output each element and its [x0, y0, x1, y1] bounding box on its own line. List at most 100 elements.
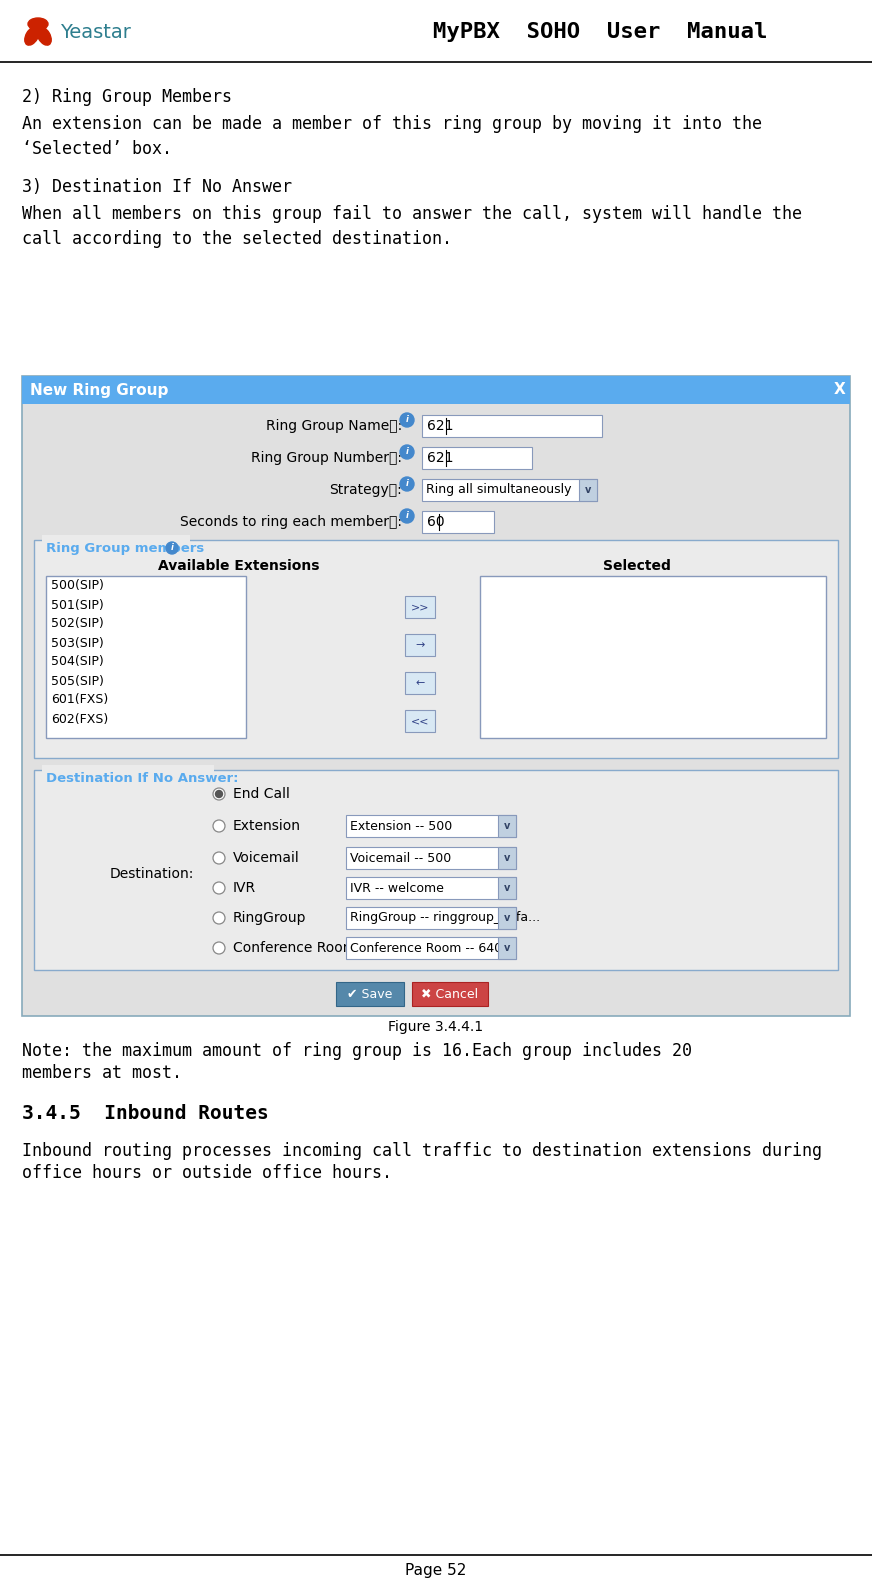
Text: v: v: [504, 853, 510, 863]
Text: v: v: [504, 943, 510, 953]
Text: i: i: [405, 512, 408, 520]
Text: Ring Group Nameⓘ:: Ring Group Nameⓘ:: [266, 419, 402, 433]
Text: Conference Room: Conference Room: [233, 942, 357, 954]
Text: 501(SIP): 501(SIP): [51, 599, 104, 611]
Bar: [405, 634, 435, 656]
Text: 2) Ring Group Members: 2) Ring Group Members: [22, 88, 232, 106]
Text: 503(SIP): 503(SIP): [51, 637, 104, 649]
Circle shape: [213, 882, 225, 894]
Text: <<: <<: [411, 716, 429, 725]
Bar: [34, 540, 838, 758]
Text: call according to the selected destination.: call according to the selected destinati…: [22, 231, 452, 248]
Text: >>: >>: [411, 602, 429, 611]
Bar: [346, 937, 516, 959]
Text: When all members on this group fail to answer the call, system will handle the: When all members on this group fail to a…: [22, 205, 802, 223]
Text: 505(SIP): 505(SIP): [51, 675, 104, 687]
Bar: [42, 765, 214, 779]
Circle shape: [400, 446, 414, 460]
Text: v: v: [504, 822, 510, 831]
Text: 621: 621: [427, 450, 453, 465]
Text: 60: 60: [427, 515, 445, 529]
Text: 621: 621: [427, 419, 453, 433]
Bar: [498, 937, 516, 959]
Text: Figure 3.4.4.1: Figure 3.4.4.1: [388, 1021, 484, 1033]
Text: members at most.: members at most.: [22, 1063, 182, 1082]
Text: RingGroup: RingGroup: [233, 912, 306, 924]
Text: 3) Destination If No Answer: 3) Destination If No Answer: [22, 179, 292, 196]
Text: 502(SIP): 502(SIP): [51, 618, 104, 630]
Text: Voicemail: Voicemail: [233, 852, 300, 864]
Bar: [422, 510, 494, 532]
Bar: [405, 672, 435, 694]
Text: IVR -- welcome: IVR -- welcome: [350, 882, 444, 894]
Text: Seconds to ring each memberⓘ:: Seconds to ring each memberⓘ:: [180, 515, 402, 529]
Text: 500(SIP): 500(SIP): [51, 580, 104, 592]
Bar: [498, 907, 516, 929]
Ellipse shape: [37, 27, 51, 46]
Circle shape: [213, 788, 225, 799]
Bar: [579, 479, 597, 501]
Bar: [498, 815, 516, 837]
Text: Extension: Extension: [233, 818, 301, 833]
Bar: [42, 536, 190, 548]
Bar: [412, 983, 488, 1006]
Text: MyPBX  SOHO  User  Manual: MyPBX SOHO User Manual: [433, 22, 767, 43]
Text: Destination:: Destination:: [110, 867, 194, 882]
Bar: [422, 416, 602, 438]
Text: ←: ←: [415, 678, 425, 687]
Bar: [422, 479, 597, 501]
Bar: [22, 376, 850, 404]
Text: An extension can be made a member of this ring group by moving it into the: An extension can be made a member of thi…: [22, 115, 762, 133]
Bar: [336, 983, 404, 1006]
Text: 601(FXS): 601(FXS): [51, 694, 108, 706]
Text: Extension -- 500: Extension -- 500: [350, 820, 453, 833]
Ellipse shape: [28, 17, 48, 30]
Text: 602(FXS): 602(FXS): [51, 713, 108, 725]
Bar: [346, 815, 516, 837]
Text: v: v: [504, 913, 510, 923]
Text: Available Extensions: Available Extensions: [159, 559, 320, 574]
Circle shape: [213, 820, 225, 833]
Bar: [405, 709, 435, 732]
Text: ✖ Cancel: ✖ Cancel: [421, 988, 479, 1000]
Text: v: v: [504, 883, 510, 893]
Bar: [22, 376, 850, 1016]
Text: i: i: [405, 416, 408, 425]
Text: i: i: [171, 544, 174, 553]
Circle shape: [166, 542, 178, 555]
Circle shape: [213, 912, 225, 924]
Text: Strategyⓘ:: Strategyⓘ:: [330, 483, 402, 498]
Text: 3.4.5  Inbound Routes: 3.4.5 Inbound Routes: [22, 1104, 269, 1123]
Text: X: X: [835, 382, 846, 398]
Bar: [422, 447, 532, 469]
Bar: [46, 577, 246, 738]
Bar: [34, 769, 838, 970]
Text: IVR: IVR: [233, 882, 256, 894]
Text: v: v: [585, 485, 591, 495]
Ellipse shape: [24, 27, 39, 46]
Circle shape: [400, 412, 414, 427]
Text: Inbound routing processes incoming call traffic to destination extensions during: Inbound routing processes incoming call …: [22, 1142, 822, 1160]
Text: Ring all simultaneously: Ring all simultaneously: [426, 483, 571, 496]
Circle shape: [400, 509, 414, 523]
Circle shape: [213, 852, 225, 864]
Text: i: i: [405, 479, 408, 488]
Text: Voicemail -- 500: Voicemail -- 500: [350, 852, 451, 864]
Text: office hours or outside office hours.: office hours or outside office hours.: [22, 1164, 392, 1182]
Circle shape: [213, 942, 225, 954]
Bar: [346, 877, 516, 899]
Text: RingGroup -- ringgroup_defa...: RingGroup -- ringgroup_defa...: [350, 912, 540, 924]
Text: Conference Room -- 640: Conference Room -- 640: [350, 942, 502, 954]
Circle shape: [400, 477, 414, 491]
Bar: [405, 596, 435, 618]
Bar: [346, 907, 516, 929]
Bar: [480, 577, 826, 738]
Text: Yeastar: Yeastar: [60, 22, 131, 41]
Text: →: →: [415, 640, 425, 649]
Bar: [346, 847, 516, 869]
Text: 504(SIP): 504(SIP): [51, 656, 104, 668]
Text: ‘Selected’ box.: ‘Selected’ box.: [22, 141, 172, 158]
Text: End Call: End Call: [233, 787, 290, 801]
Bar: [498, 877, 516, 899]
Text: Ring Group members: Ring Group members: [46, 542, 204, 555]
